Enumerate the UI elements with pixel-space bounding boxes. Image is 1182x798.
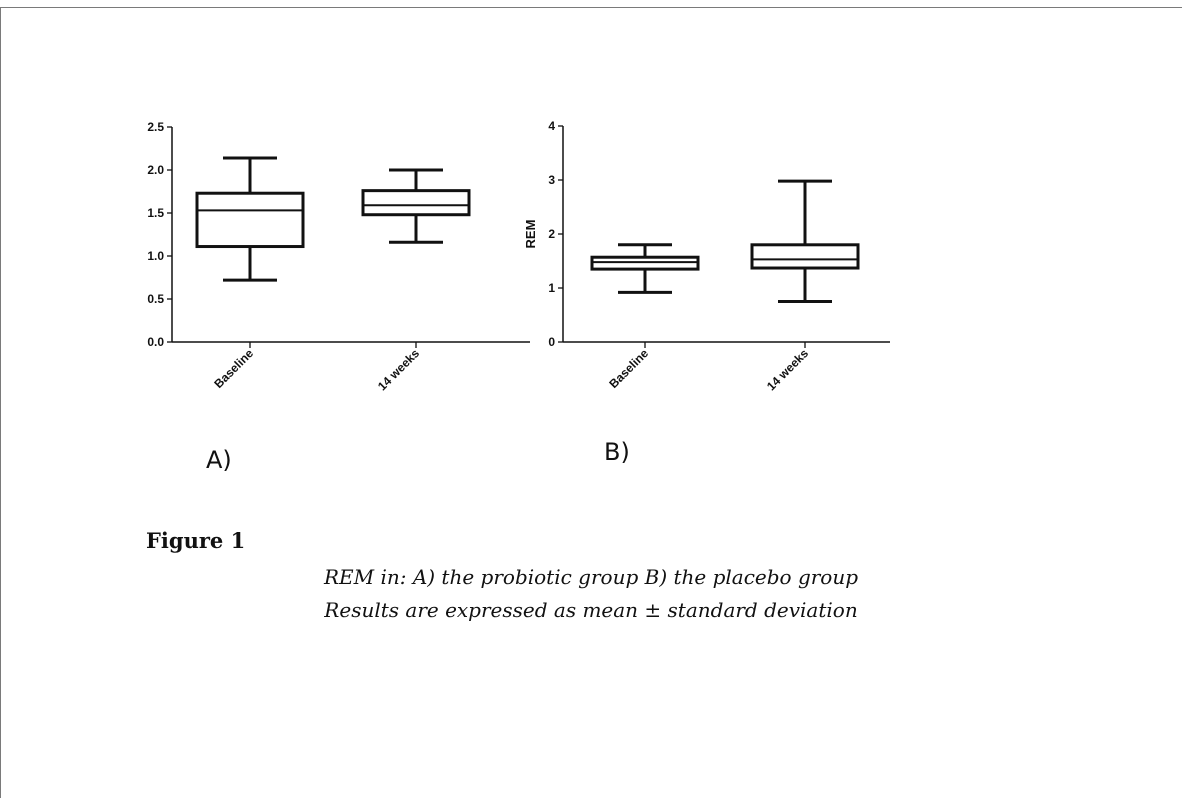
y-tick-label: 1.0 <box>147 249 164 263</box>
y-tick-label: 0.0 <box>147 335 164 349</box>
panel-label-a: A) <box>206 446 232 474</box>
y-tick-label: 3 <box>548 173 555 187</box>
y-axis-label: REM <box>523 220 538 249</box>
box-plot-panel-b: 0 1 2 3 4 REM Baseline 14 weeks <box>523 119 890 393</box>
y-tick-label: 0 <box>548 335 555 349</box>
y-tick-label: 0.5 <box>147 292 164 306</box>
x-tick-label: Baseline <box>606 346 651 391</box>
box-iqr <box>750 243 860 270</box>
figure-title: Figure 1 <box>146 528 246 553</box>
figure-caption-line-1: REM in: A) the probiotic group B) the pl… <box>323 565 859 589</box>
panel-label-b: B) <box>604 438 630 466</box>
y-tick-label: 2.0 <box>147 163 164 177</box>
y-tick-label: 1 <box>548 281 555 295</box>
y-tick-label: 2 <box>548 227 555 241</box>
y-tick-label: 1.5 <box>147 206 164 220</box>
box-iqr <box>590 255 700 271</box>
page-border-left <box>0 7 1 798</box>
box-iqr <box>361 189 471 217</box>
x-tick-label: Baseline <box>211 346 256 391</box>
figure-caption-line-2: Results are expressed as mean ± standard… <box>324 598 858 622</box>
y-tick-label: 2.5 <box>147 120 164 134</box>
box-iqr <box>195 191 305 249</box>
y-tick-label: 4 <box>548 119 555 133</box>
x-tick-label: 14 weeks <box>764 346 811 393</box>
x-tick-label: 14 weeks <box>375 346 422 393</box>
box-plot-panel-a: 0.0 0.5 1.0 1.5 2.0 2.5 Baseline 14 weeks <box>147 120 530 393</box>
page-border-top <box>0 7 1182 8</box>
